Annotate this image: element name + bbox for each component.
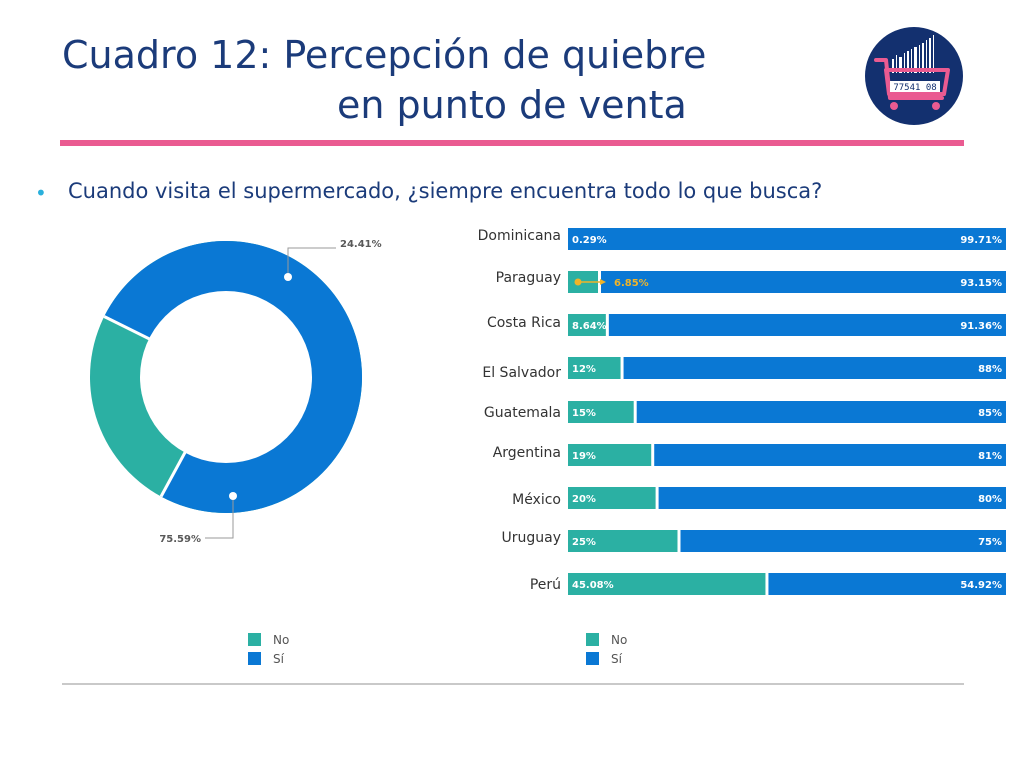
bar-label-no-dominicana: 0.29% [572, 235, 607, 246]
bar-label-si-paraguay: 93.15% [960, 278, 1002, 289]
bar-label-no-paraguay: 6.85% [614, 278, 649, 289]
leader-line-si [205, 496, 234, 539]
footer-divider [62, 683, 964, 685]
donut-label-si: 75.59% [159, 534, 201, 545]
category-label-paraguay: Paraguay [495, 270, 561, 286]
bar-si-costa-rica [608, 314, 1006, 336]
callout-arrow-paraguay [600, 279, 606, 285]
bar-label-no-argentina: 19% [572, 451, 596, 462]
bar-si-el-salvador [623, 357, 1006, 379]
logo-code: 77541 08 [893, 83, 936, 93]
bar-label-si-guatemala: 85% [978, 408, 1002, 419]
bar-label-no-guatemala: 15% [572, 408, 596, 419]
bar-label-no-uruguay: 25% [572, 537, 596, 548]
bar-no-el-salvador [568, 357, 621, 379]
bar-si-paraguay [601, 271, 1006, 293]
bar-legend: No Sí [586, 630, 627, 668]
donut-legend: No Sí [248, 630, 289, 668]
legend-item-si: Sí [586, 649, 627, 668]
legend-item-no: No [586, 630, 627, 649]
bar-label-si-peru: 54.92% [960, 580, 1002, 591]
category-label-el-salvador: El Salvador [482, 365, 561, 381]
callout-dot-paraguay [574, 278, 582, 286]
bar-si-peru [768, 573, 1006, 595]
bar-no-mexico [568, 487, 656, 509]
title-divider [60, 140, 964, 146]
leader-dot-si [229, 492, 237, 500]
category-label-guatemala: Guatemala [483, 405, 561, 421]
page-title-line-2: en punto de venta [337, 83, 687, 127]
page-title-line-1: Cuadro 12: Percepción de quiebre [62, 33, 707, 77]
leader-line-no [287, 247, 336, 277]
bar-label-si-uruguay: 75% [978, 537, 1002, 548]
bar-no-uruguay [568, 530, 678, 552]
legend-swatch-si [248, 652, 261, 665]
bar-label-si-el-salvador: 88% [978, 364, 1002, 375]
bar-no-peru [568, 573, 766, 595]
bar-si-argentina [654, 444, 1006, 466]
legend-label-no: No [611, 632, 628, 647]
survey-question: Cuando visita el supermercado, ¿siempre … [68, 179, 823, 203]
donut-chart: 24.41% 75.59% [90, 239, 382, 545]
legend-swatch-no [586, 633, 599, 646]
legend-label-si: Sí [273, 651, 284, 666]
legend-label-no: No [273, 632, 290, 647]
legend-item-si: Sí [248, 649, 289, 668]
category-label-mexico: México [512, 492, 561, 508]
bar-label-si-argentina: 81% [978, 451, 1002, 462]
category-label-uruguay: Uruguay [501, 530, 562, 546]
bar-si-guatemala [636, 401, 1006, 423]
bar-label-no-el-salvador: 12% [572, 364, 596, 375]
bar-label-no-mexico: 20% [572, 494, 596, 505]
legend-item-no: No [248, 630, 289, 649]
bar-label-si-mexico: 80% [978, 494, 1002, 505]
legend-label-si: Sí [611, 651, 622, 666]
bar-si-mexico [658, 487, 1006, 509]
bar-no-argentina [568, 444, 652, 466]
category-label-peru: Perú [529, 577, 561, 593]
bar-label-no-peru: 45.08% [572, 580, 614, 591]
donut-label-no: 24.41% [340, 239, 382, 250]
bar-label-si-dominicana: 99.71% [960, 235, 1002, 246]
legend-swatch-si [586, 652, 599, 665]
legend-swatch-no [248, 633, 261, 646]
bullet-marker: • [35, 181, 47, 205]
category-label-dominicana: Dominicana [477, 228, 561, 244]
shopping-cart-barcode-logo: 77541 08 [865, 27, 963, 125]
leader-dot-no [284, 273, 292, 281]
bar-no-costa-rica [568, 314, 606, 336]
bar-no-guatemala [568, 401, 634, 423]
bar-si-uruguay [680, 530, 1006, 552]
category-label-costa-rica: Costa Rica [486, 315, 561, 331]
bar-label-si-costa-rica: 91.36% [960, 321, 1002, 332]
bar-si-dominicana [568, 228, 1006, 250]
bar-label-no-costa-rica: 8.64% [572, 321, 607, 332]
donut-hole [140, 291, 312, 463]
category-label-argentina: Argentina [492, 445, 561, 461]
